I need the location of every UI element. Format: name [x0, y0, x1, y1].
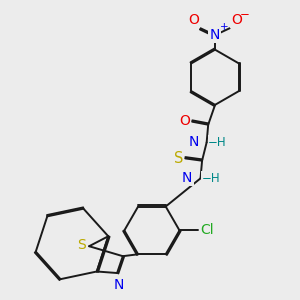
Text: N: N	[209, 28, 220, 42]
Text: O: O	[179, 114, 190, 128]
Text: O: O	[188, 13, 200, 27]
Text: S: S	[173, 151, 183, 166]
Text: N: N	[182, 171, 193, 185]
Text: N: N	[113, 278, 124, 292]
Text: −H: −H	[208, 136, 227, 149]
Text: −: −	[240, 8, 250, 21]
Text: O: O	[231, 13, 242, 27]
Text: S: S	[77, 238, 86, 252]
Text: +: +	[220, 22, 229, 32]
Text: Cl: Cl	[200, 224, 214, 237]
Text: N: N	[188, 135, 199, 149]
Text: −H: −H	[202, 172, 221, 185]
